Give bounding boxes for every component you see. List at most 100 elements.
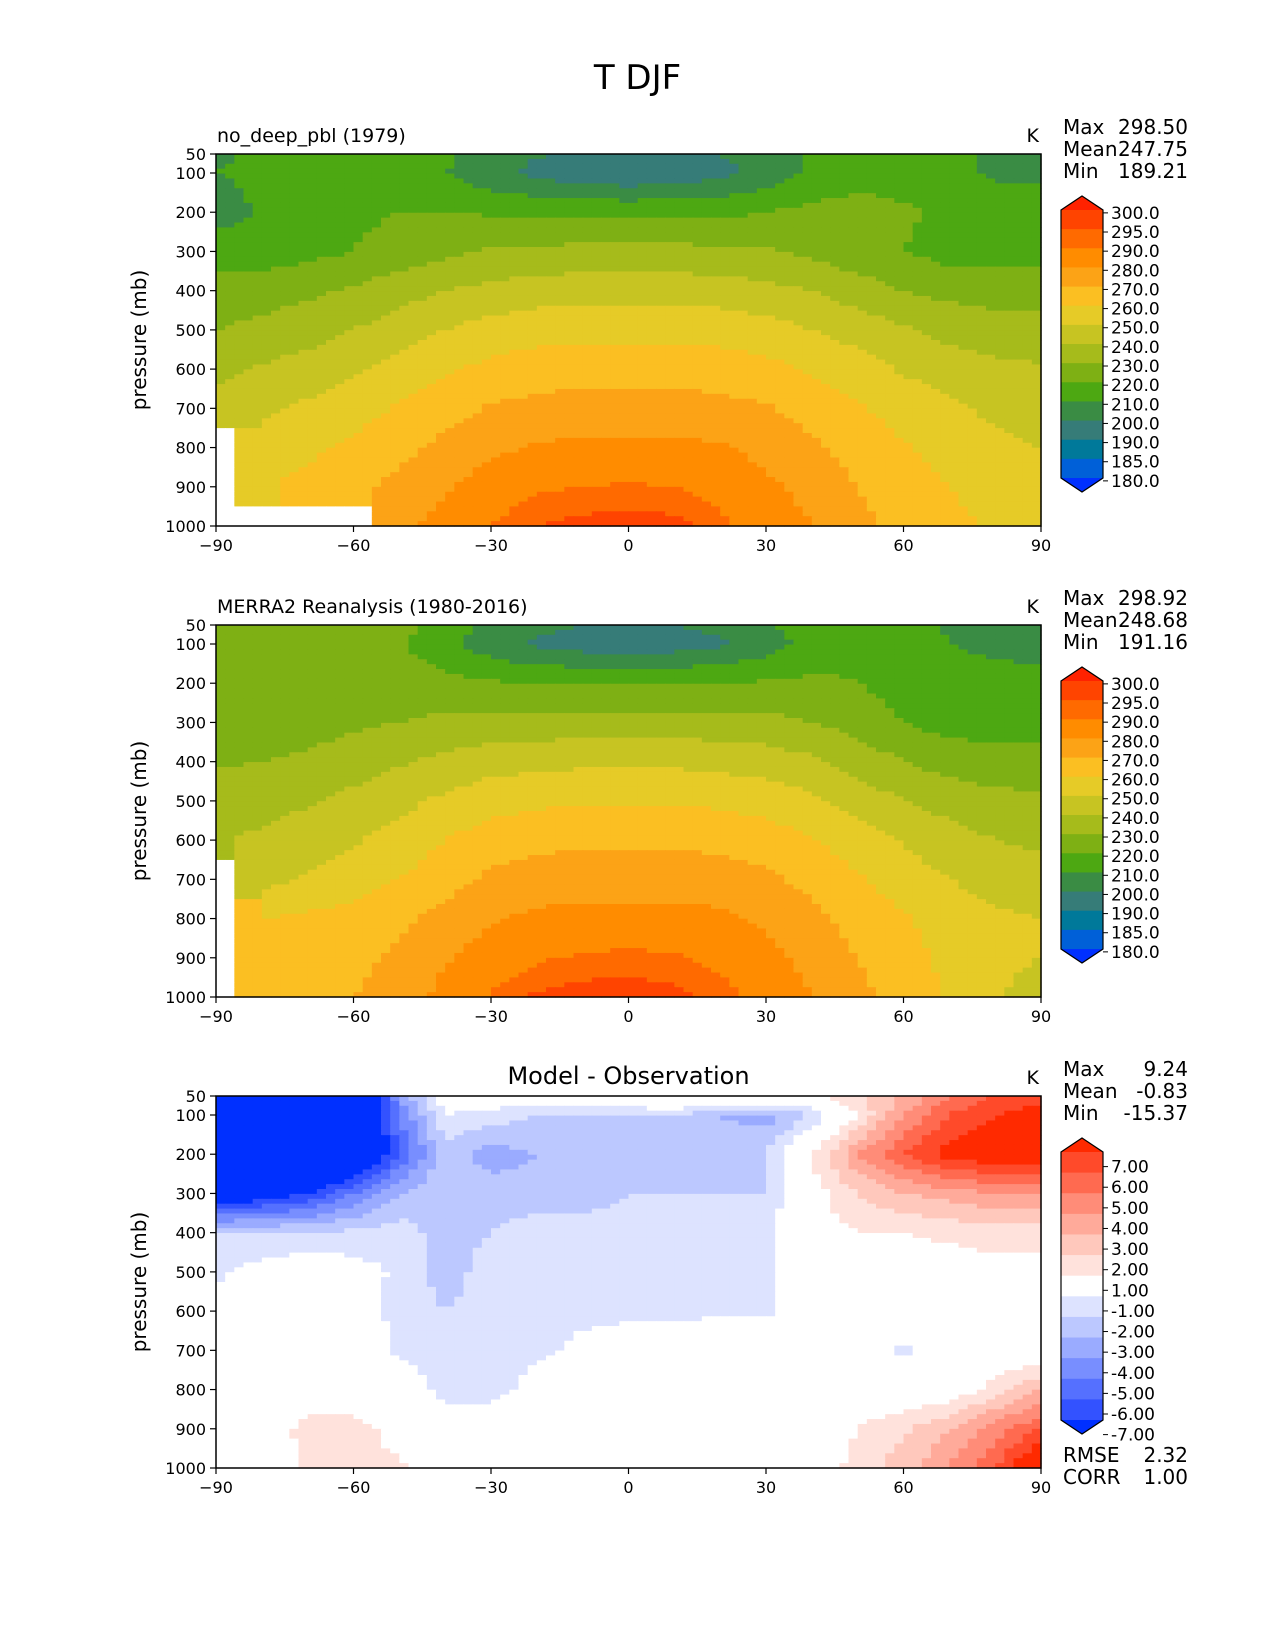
contour-cell <box>436 286 446 292</box>
contour-cell <box>711 222 721 229</box>
contour-cell <box>500 310 510 317</box>
contour-cell <box>454 388 465 395</box>
contour-cell <box>692 193 703 199</box>
contour-cell <box>399 227 410 233</box>
contour-cell <box>491 178 501 184</box>
contour-cell <box>692 330 703 336</box>
contour-cell <box>463 340 474 346</box>
contour-cell <box>1013 266 1024 273</box>
contour-cell <box>821 163 831 170</box>
contour-cell <box>417 237 428 243</box>
contour-cell <box>298 388 309 395</box>
contour-cell <box>747 251 758 258</box>
contour-cell <box>426 310 437 317</box>
contour-cell <box>216 217 226 224</box>
contour-cell <box>445 227 455 233</box>
contour-cell <box>802 232 813 238</box>
contour-cell <box>344 271 355 277</box>
contour-cell <box>481 217 492 224</box>
contour-cell <box>756 330 767 336</box>
contour-cell <box>876 193 886 199</box>
contour-cell <box>775 393 785 400</box>
contour-cell <box>903 154 914 160</box>
contour-cell <box>426 178 437 184</box>
contour-cell <box>362 344 373 351</box>
contour-cell <box>316 325 327 331</box>
contour-cell <box>271 295 281 302</box>
contour-cell <box>775 163 785 170</box>
contour-cell <box>628 207 639 214</box>
contour-cell <box>958 398 969 405</box>
contour-cell <box>784 369 795 375</box>
contour-cell <box>252 393 263 400</box>
contour-cell <box>408 247 419 253</box>
contour-cell <box>766 266 776 273</box>
contour-cell <box>472 364 483 370</box>
contour-cell <box>885 198 895 204</box>
contour-cell <box>472 168 483 175</box>
contour-cell <box>1031 344 1042 351</box>
contour-cell <box>793 193 804 199</box>
contour-cell <box>426 423 437 429</box>
contour-cell <box>894 222 905 229</box>
contour-cell <box>261 300 272 307</box>
contour-cell <box>591 188 602 194</box>
contour-cell <box>885 408 895 415</box>
contour-cell <box>445 286 455 292</box>
contour-cell <box>976 403 987 410</box>
contour-cell <box>243 198 254 204</box>
contour-cell <box>298 188 309 194</box>
contour-cell <box>1031 388 1042 395</box>
contour-cell <box>271 217 281 224</box>
contour-cell <box>802 398 813 405</box>
contour-cell <box>555 232 565 238</box>
contour-cell <box>399 335 410 341</box>
contour-cell <box>931 320 941 326</box>
contour-cell <box>371 413 382 419</box>
contour-cell <box>729 320 740 326</box>
contour-cell <box>949 330 960 336</box>
contour-cell <box>280 300 290 307</box>
contour-cell <box>940 349 950 356</box>
contour-cell <box>701 374 712 380</box>
contour-cell <box>426 251 437 258</box>
contour-cell <box>747 232 758 238</box>
contour-cell <box>802 374 813 380</box>
contour-cell <box>509 222 520 229</box>
contour-cell <box>802 237 813 243</box>
contour-cell <box>481 227 492 233</box>
contour-cell <box>445 207 455 214</box>
contour-cell <box>848 247 859 253</box>
contour-cell <box>582 413 593 419</box>
contour-cell <box>729 202 740 209</box>
contour-cell <box>546 310 556 317</box>
contour-cell <box>536 261 547 268</box>
contour-cell <box>802 183 813 189</box>
contour-cell <box>701 286 712 292</box>
contour-cell <box>811 281 822 287</box>
contour-cell <box>610 173 620 180</box>
contour-cell <box>646 281 657 287</box>
contour-cell <box>921 310 932 317</box>
contour-cell <box>417 330 428 336</box>
contour-cell <box>995 295 1005 302</box>
contour-cell <box>674 374 685 380</box>
contour-cell <box>885 247 895 253</box>
contour-cell <box>500 271 510 277</box>
contour-cell <box>1004 325 1015 331</box>
contour-cell <box>518 158 529 165</box>
contour-cell <box>436 335 446 341</box>
contour-cell <box>353 242 364 248</box>
contour-cell <box>216 388 226 395</box>
contour-cell <box>261 369 272 375</box>
contour-cell <box>307 320 318 326</box>
contour-cell <box>866 300 877 307</box>
contour-cell <box>316 320 327 326</box>
contour-cell <box>344 154 355 160</box>
contour-cell <box>921 212 932 219</box>
contour-cell <box>1031 154 1042 160</box>
contour-cell <box>738 237 749 243</box>
contour-cell <box>747 305 758 312</box>
contour-cell <box>454 364 465 370</box>
contour-cell <box>271 158 281 165</box>
